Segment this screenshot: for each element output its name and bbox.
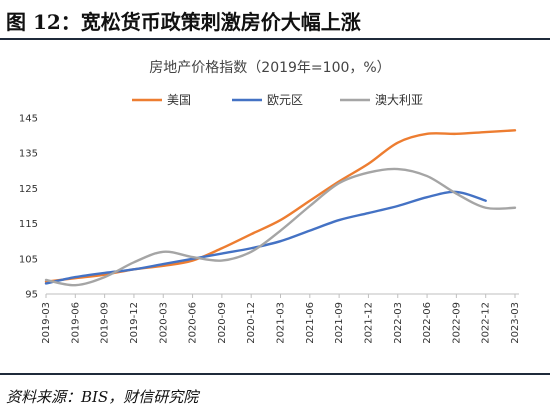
chart-legend: 美国 欧元区 澳大利亚 xyxy=(132,93,423,107)
y-tick-label: 135 xyxy=(19,149,38,160)
y-tick-label: 125 xyxy=(19,184,38,195)
x-tick-label: 2021-09 xyxy=(334,302,345,344)
series-2-point xyxy=(45,279,47,281)
series-1-point xyxy=(484,200,486,202)
series-2-point xyxy=(484,207,486,209)
figure-header: 图 12：宽松货币政策刺激房价大幅上涨 xyxy=(0,0,550,40)
legend-label-2: 澳大利亚 xyxy=(375,93,423,107)
series-0-point xyxy=(397,141,399,143)
series-line-0 xyxy=(44,129,517,283)
series-1-point xyxy=(309,229,311,231)
series-2-point xyxy=(367,171,369,173)
x-tick-label: 2022-12 xyxy=(481,302,492,344)
series-1-point xyxy=(74,276,76,278)
series-1-point xyxy=(221,252,223,254)
bottom-divider xyxy=(0,373,550,375)
series-0-point xyxy=(250,233,252,235)
series-0-point xyxy=(455,133,457,135)
series-1-point xyxy=(133,268,135,270)
y-tick-label: 105 xyxy=(19,254,38,265)
series-2-point xyxy=(191,256,193,258)
x-tick-label: 2019-03 xyxy=(41,302,52,344)
chart-axes: 95 105 115 125 135 145 2019-03 2019-06 2019-09 20… xyxy=(19,114,521,344)
series-1-point xyxy=(103,272,105,274)
series-2-point xyxy=(514,207,516,209)
series-2-point xyxy=(103,276,105,278)
series-line-1 xyxy=(44,190,487,285)
series-2-point xyxy=(250,251,252,253)
chart-title: 房地产价格指数（2019年=100，%） xyxy=(149,60,390,76)
x-tick-label: 2020-09 xyxy=(217,302,228,344)
x-tick-label: 2023-03 xyxy=(510,302,521,344)
x-tick-label: 2019-09 xyxy=(100,302,111,344)
series-1-point xyxy=(250,247,252,249)
series-1-point xyxy=(279,240,281,242)
series-1-point xyxy=(397,205,399,207)
series-0-point xyxy=(309,200,311,202)
x-tick-label: 2020-06 xyxy=(188,302,199,344)
series-2-point xyxy=(133,261,135,263)
series-2-point xyxy=(74,284,76,286)
y-tick-label: 95 xyxy=(25,290,38,301)
series-0-point xyxy=(426,133,428,135)
figure-title: 图 12：宽松货币政策刺激房价大幅上涨 xyxy=(6,10,361,34)
series-1-point xyxy=(45,282,47,284)
series-2-point xyxy=(455,192,457,194)
x-tick-label: 2022-09 xyxy=(451,302,462,344)
x-tick-label: 2022-03 xyxy=(393,302,404,344)
chart-series xyxy=(44,129,517,287)
series-0-point xyxy=(279,219,281,221)
legend-label-0: 美国 xyxy=(167,93,191,107)
top-divider xyxy=(0,38,550,40)
series-2-point xyxy=(309,205,311,207)
x-tick-label: 2021-12 xyxy=(363,302,374,344)
series-0-point xyxy=(484,131,486,133)
series-1-point xyxy=(367,212,369,214)
series-1-point xyxy=(338,219,340,221)
series-2-point xyxy=(338,182,340,184)
source-note: 资料来源：BIS，财信研究院 xyxy=(6,388,199,406)
x-tick-label: 2022-06 xyxy=(422,302,433,344)
series-0-point xyxy=(367,163,369,165)
y-tick-label: 145 xyxy=(19,114,38,125)
x-tick-label: 2020-12 xyxy=(246,302,257,344)
series-1-point xyxy=(162,263,164,265)
x-tick-label: 2021-06 xyxy=(305,302,316,344)
x-tick-label: 2019-06 xyxy=(70,302,81,344)
series-0-point xyxy=(514,129,516,131)
chart: 房地产价格指数（2019年=100，%） 美国 欧元区 澳大利亚 95 105 115 1… xyxy=(19,60,521,344)
series-2-point xyxy=(426,175,428,177)
series-2-point xyxy=(162,251,164,253)
legend-label-1: 欧元区 xyxy=(267,93,303,107)
y-tick-label: 115 xyxy=(19,219,38,230)
x-tick-label: 2021-03 xyxy=(276,302,287,344)
series-line-2 xyxy=(44,167,517,287)
series-0-point xyxy=(221,247,223,249)
x-tick-label: 2019-12 xyxy=(129,302,140,344)
series-2-point xyxy=(397,168,399,170)
series-1-point xyxy=(426,196,428,198)
x-tick-label: 2020-03 xyxy=(158,302,169,344)
series-2-point xyxy=(279,229,281,231)
series-2-point xyxy=(221,259,223,261)
